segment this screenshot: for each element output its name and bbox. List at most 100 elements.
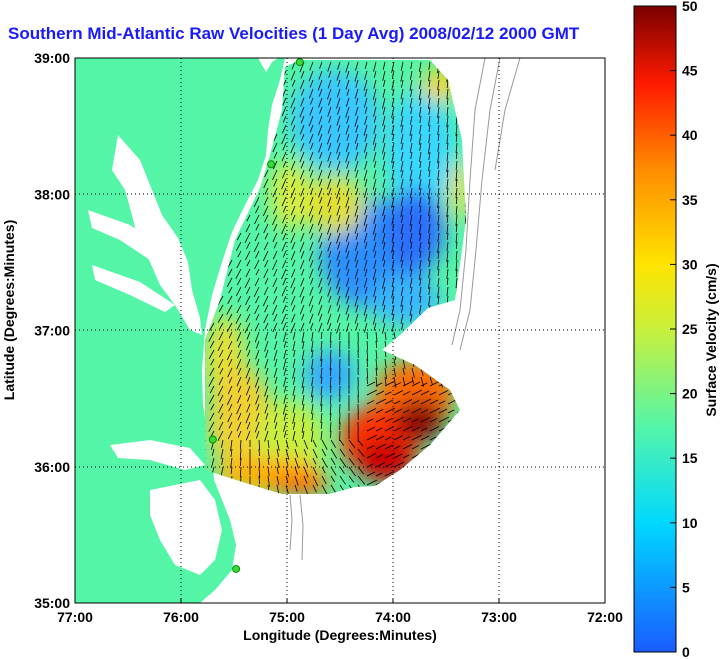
velocity-vector <box>437 124 440 135</box>
velocity-vector <box>255 313 260 321</box>
velocity-vector <box>419 232 422 241</box>
velocity-vector <box>264 403 269 414</box>
velocity-vector <box>208 349 215 359</box>
velocity-vector <box>246 421 251 430</box>
velocity-vector <box>400 241 404 251</box>
velocity-vector <box>372 133 377 145</box>
velocity-vector <box>418 241 422 252</box>
velocity-vector <box>355 151 359 161</box>
velocity-vector <box>317 124 323 136</box>
velocity-vector <box>283 349 287 359</box>
velocity-vector <box>348 475 355 483</box>
velocity-vector <box>299 151 305 163</box>
velocity-vector <box>237 412 242 421</box>
y-tick-label: 38:00 <box>34 186 70 202</box>
velocity-vector <box>264 331 269 341</box>
velocity-vector <box>339 439 345 447</box>
velocity-vector <box>281 313 287 325</box>
velocity-vector <box>391 286 395 298</box>
velocity-vector <box>330 385 332 394</box>
velocity-vector <box>384 381 395 387</box>
velocity-vector <box>328 160 332 168</box>
velocity-vector <box>363 214 368 226</box>
velocity-vector <box>409 295 413 305</box>
velocity-vector <box>236 403 242 415</box>
velocity-vector <box>428 133 431 143</box>
velocity-vector <box>245 250 251 261</box>
colorbar-tick-label: 50 <box>682 0 698 14</box>
velocity-vector <box>446 241 449 251</box>
velocity-vector <box>345 169 350 180</box>
velocity-vector <box>455 223 458 233</box>
velocity-vector <box>401 304 404 313</box>
velocity-vector <box>393 390 404 396</box>
velocity-vector <box>336 187 341 199</box>
velocity-vector <box>437 223 440 231</box>
velocity-vector <box>239 466 242 478</box>
velocity-vector <box>364 61 368 69</box>
velocity-vector <box>311 331 314 341</box>
velocity-vector <box>437 133 440 141</box>
velocity-vector <box>291 88 296 98</box>
velocity-vector <box>382 133 386 143</box>
velocity-vector <box>336 223 341 233</box>
velocity-vector <box>373 232 377 241</box>
velocity-vector <box>327 223 332 235</box>
velocity-vector <box>246 304 251 312</box>
velocity-vector <box>309 169 314 178</box>
velocity-vector <box>428 178 431 188</box>
velocity-vector <box>317 79 323 91</box>
velocity-vector <box>357 439 364 447</box>
velocity-vector <box>429 381 440 387</box>
velocity-vector <box>446 205 449 217</box>
velocity-vector <box>418 286 422 297</box>
velocity-vector <box>255 340 260 349</box>
velocity-vector <box>420 427 428 432</box>
velocity-vector <box>419 79 422 89</box>
velocity-vector <box>320 358 323 367</box>
velocity-vector <box>308 205 314 217</box>
velocity-vector <box>375 435 385 441</box>
velocity-vector <box>300 277 305 287</box>
velocity-vector <box>230 457 233 468</box>
velocity-vector <box>366 426 376 432</box>
velocity-vector <box>299 304 305 315</box>
velocity-vector <box>309 124 314 133</box>
velocity-vector <box>219 349 224 358</box>
velocity-vector <box>235 286 242 297</box>
velocity-vector <box>391 124 395 135</box>
velocity-vector <box>282 205 287 213</box>
velocity-vector <box>264 340 269 352</box>
velocity-vector <box>437 232 440 242</box>
velocity-vector <box>455 259 458 271</box>
velocity-vector <box>446 124 449 133</box>
velocity-vector <box>419 214 422 224</box>
velocity-vector <box>272 160 278 170</box>
colorbar-tick-label: 45 <box>682 63 698 79</box>
velocity-vector <box>382 277 386 289</box>
velocity-vector <box>327 241 332 252</box>
velocity-vector <box>345 277 350 287</box>
velocity-vector <box>410 61 413 69</box>
velocity-vector <box>273 367 278 378</box>
velocity-vector <box>336 115 341 126</box>
velocity-vector <box>236 421 242 432</box>
velocity-vector <box>364 106 368 114</box>
velocity-vector <box>354 70 359 82</box>
velocity-vector <box>382 232 386 244</box>
velocity-vector <box>382 124 386 132</box>
velocity-vector <box>255 250 260 259</box>
velocity-vector <box>263 178 269 189</box>
velocity-vector <box>410 268 413 277</box>
velocity-vector <box>420 390 430 396</box>
velocity-vector <box>294 484 298 492</box>
velocity-vector <box>283 412 287 421</box>
velocity-vector <box>366 445 375 450</box>
velocity-vector <box>391 61 395 73</box>
velocity-vector <box>310 187 314 195</box>
velocity-vector <box>420 398 432 405</box>
tidal-river-2 <box>92 265 175 312</box>
velocity-vector <box>327 133 332 145</box>
colorbar-tick-label: 30 <box>682 256 698 272</box>
velocity-vector <box>320 349 323 361</box>
